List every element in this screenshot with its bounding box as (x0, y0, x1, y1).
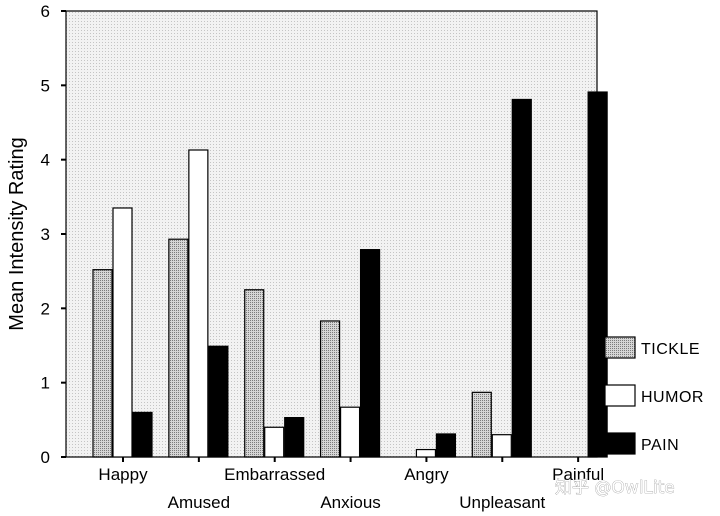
legend-swatch-humor (604, 384, 636, 407)
bar-tickle-embarrassed (244, 289, 265, 458)
x-tick-label: Angry (404, 465, 449, 484)
bar-pain-painful (587, 91, 608, 458)
y-axis-title: Mean Intensity Rating (6, 137, 28, 330)
bar-tickle-anxious (319, 320, 341, 458)
y-tick-label: 5 (41, 76, 50, 95)
x-tick-label: Anxious (320, 493, 380, 512)
bars (92, 91, 608, 458)
bar-tickle-amused (168, 238, 189, 458)
bar-pain-unpleasant (511, 98, 532, 458)
bar-tickle-unpleasant (471, 391, 492, 458)
y-tick-label: 4 (41, 151, 50, 170)
legend-swatch-pain (604, 432, 636, 455)
bar-pain-embarrassed (284, 417, 305, 458)
y-axis: 0 1 2 3 4 5 6 (41, 2, 66, 467)
x-tick-label: Painful (552, 465, 604, 484)
bar-pain-happy (132, 411, 153, 458)
x-tick-label: Embarrassed (224, 465, 325, 484)
legend-label-pain: PAIN (641, 437, 679, 454)
bar-pain-anxious (359, 249, 381, 458)
bar-humor-embarrassed (264, 426, 285, 458)
y-tick-label: 2 (41, 299, 50, 318)
x-tick-label: Unpleasant (459, 493, 545, 512)
legend-label-tickle: TICKLE (641, 341, 700, 358)
bar-pain-amused (208, 345, 229, 458)
y-tick-label: 0 (41, 448, 50, 467)
bar-tickle-happy (92, 269, 113, 458)
bar-humor-anxious (339, 406, 361, 458)
x-tick-label: Amused (168, 493, 230, 512)
bar-pain-angry (435, 433, 457, 458)
bar-humor-unpleasant (491, 434, 512, 458)
bar-humor-angry (415, 448, 437, 458)
bar-humor-amused (188, 149, 209, 458)
legend-label-humor: HUMOR (641, 389, 704, 406)
x-axis: Happy Amused Embarrassed Anxious Angry Unplea… (98, 457, 604, 512)
watermark: 知乎 @OwlLite (555, 478, 675, 498)
y-tick-label: 6 (41, 2, 50, 21)
y-tick-label: 3 (41, 225, 50, 244)
bar-humor-happy (112, 207, 133, 458)
x-tick-label: Happy (98, 465, 148, 484)
y-tick-label: 1 (41, 374, 50, 393)
legend-swatch-tickle (604, 336, 636, 359)
legend: TICKLE HUMOR PAIN (604, 336, 704, 455)
